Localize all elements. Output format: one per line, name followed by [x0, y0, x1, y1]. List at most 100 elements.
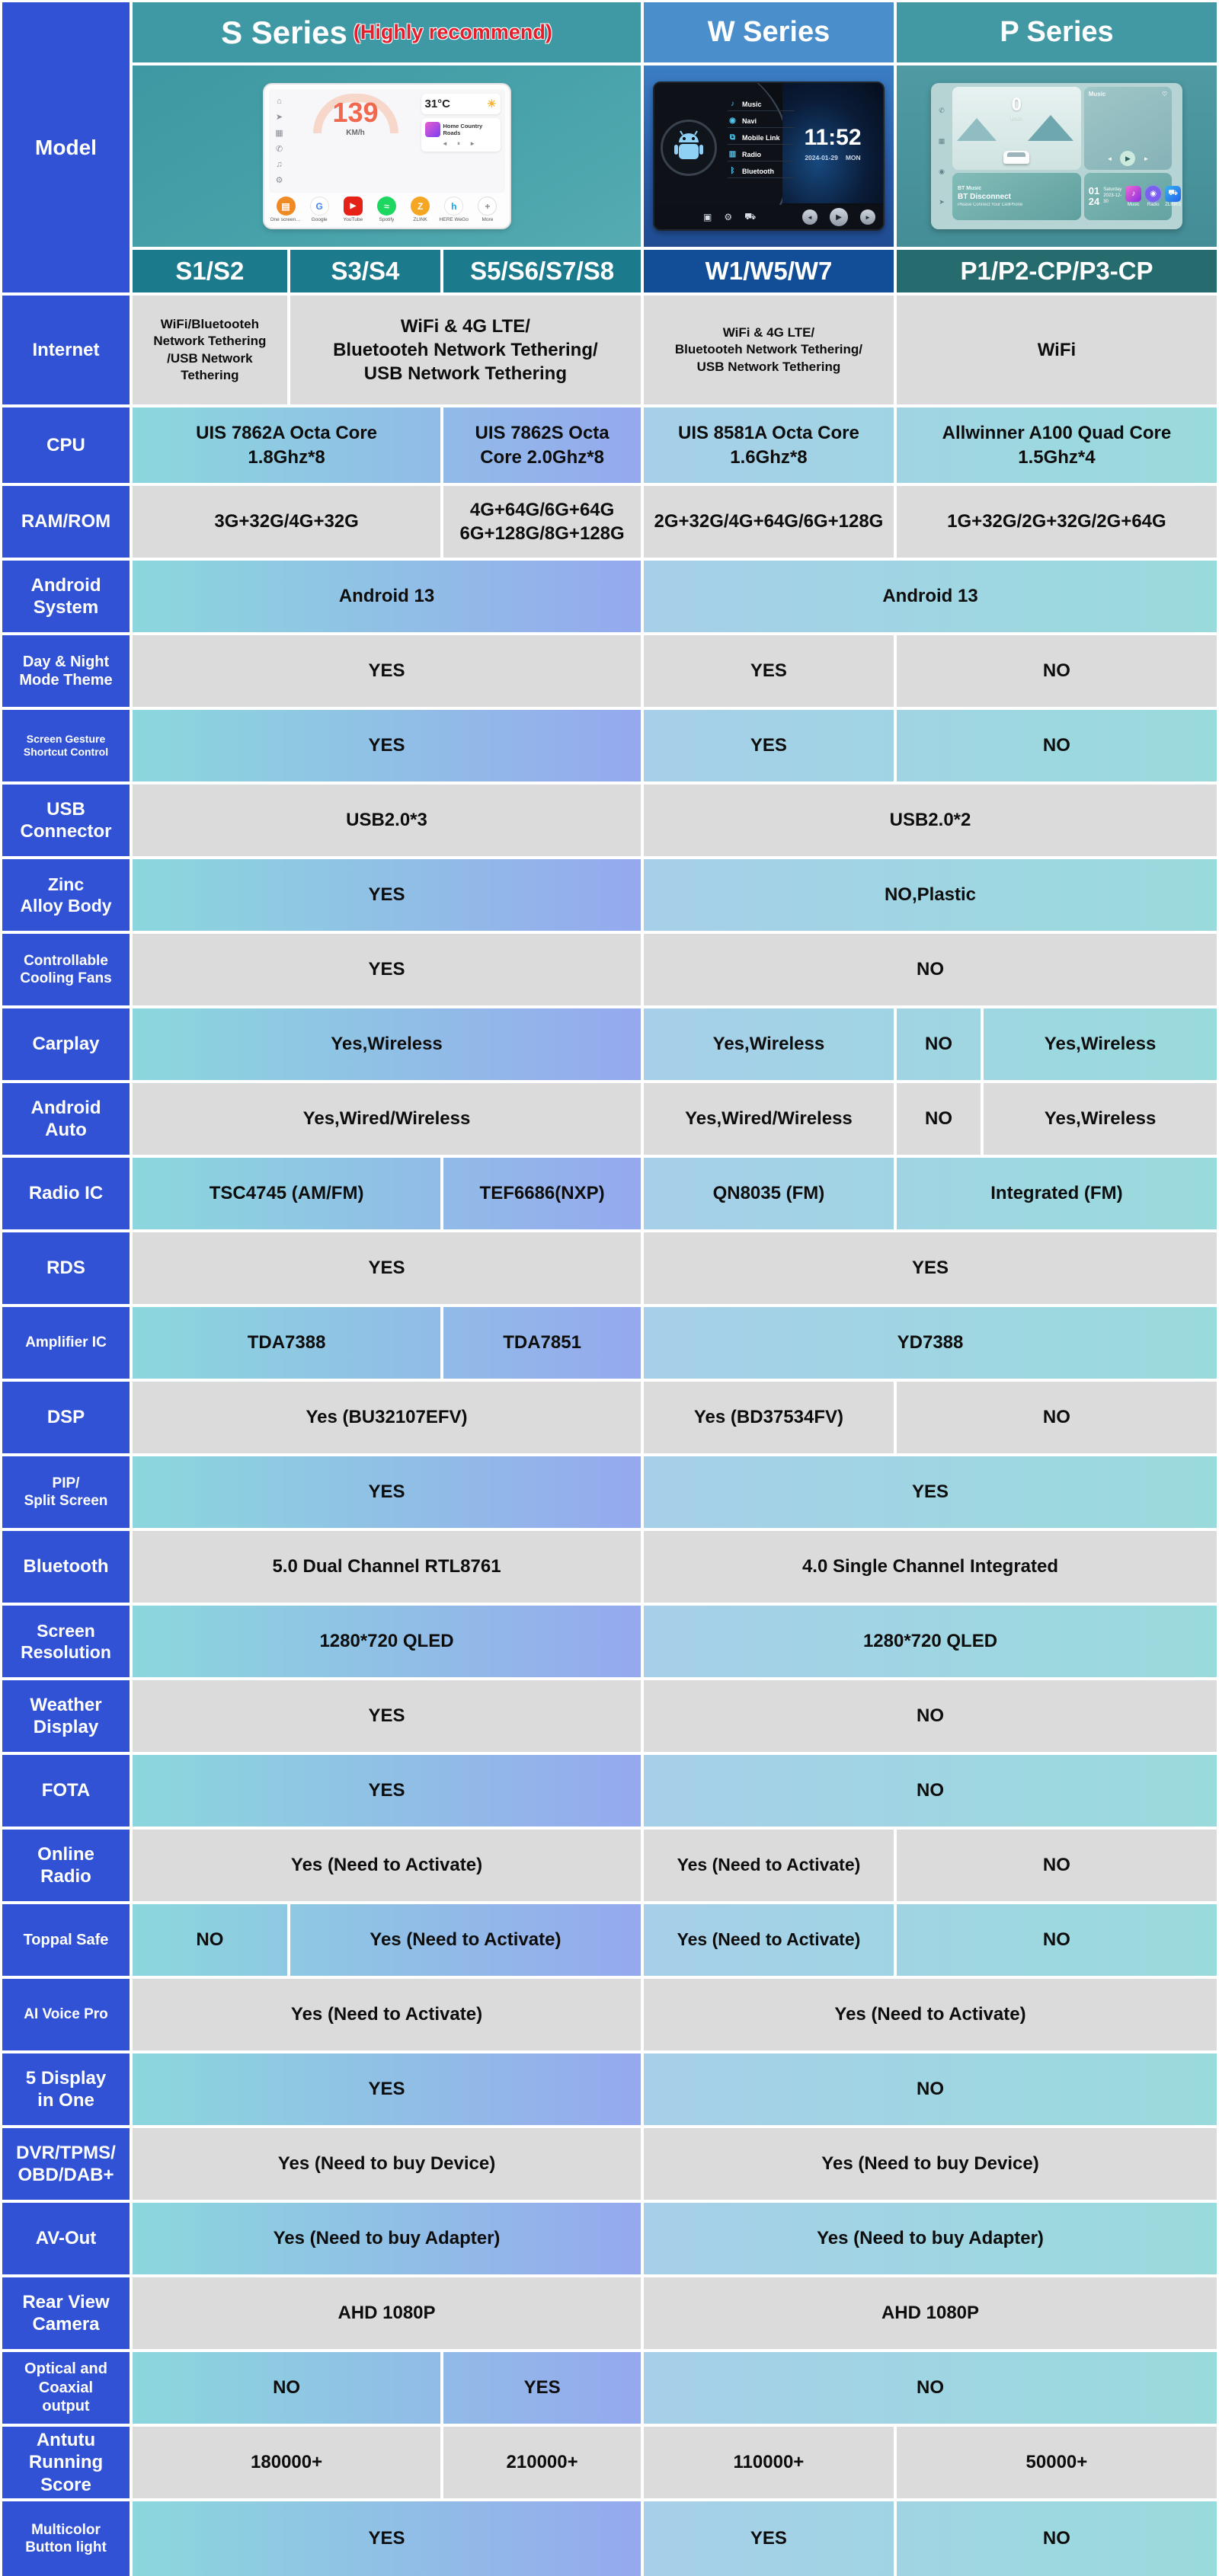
- bt-hint: Please Connect Your CellPhone: [958, 203, 1023, 208]
- s-series-cells: TDA7388 TDA7851: [133, 1307, 644, 1379]
- menu-item-mobile-link: ⧉ Mobile Link: [728, 133, 795, 145]
- bt-card-title: BT Music: [958, 186, 982, 192]
- spec-row-ai-voice-pro: AI Voice Pro Yes (Need to Activate) Yes (N…: [2, 1979, 1217, 2053]
- submodel-cell: W1/W5/W7: [644, 250, 894, 292]
- spec-cell: 180000+: [251, 2452, 323, 2473]
- spec-cell: YES: [750, 2528, 787, 2549]
- spec-cell: 210000+: [440, 2427, 641, 2498]
- s-series-cells: UIS 7862A Octa Core 1.8Ghz*8 UIS 7862S Oc…: [133, 407, 644, 483]
- date-full: 2023-12-30: [1103, 193, 1122, 205]
- s-series-cells: YES: [133, 859, 644, 931]
- speed-unit: km/h: [1010, 116, 1022, 121]
- s-series-device-image: ⌂ ➤ ▦ ✆ ♫ ⚙ 139 KM/h: [264, 85, 510, 228]
- app-tile: ≈ Spotify: [371, 197, 402, 222]
- w-p-series-cells: WiFi & 4G LTE/ Bluetooteh Network Tether…: [644, 296, 1217, 404]
- spec-row-carplay: Carplay Yes,Wireless Yes,Wireless NO Yes,Wir…: [2, 1008, 1217, 1083]
- spec-cell: 50000+: [893, 2427, 1217, 2498]
- spec-cell: Yes (Need to Activate): [290, 1855, 483, 1876]
- p-series-title-bar: P Series: [897, 2, 1217, 66]
- w-series-column: W Series 11:52 2024-01-29 MON: [644, 2, 897, 296]
- s-series-cells: YES: [133, 2501, 644, 2576]
- spec-cell: 4.0 Single Channel Integrated: [801, 1556, 1059, 1577]
- w-p-series-cells: YES NO: [644, 635, 1217, 707]
- spec-cell: YD7388: [897, 1332, 964, 1354]
- w-p-series-cells: YES NO: [644, 2501, 1217, 2576]
- row-label: Weather Display: [2, 1680, 133, 1752]
- spec-cell: Yes (Need to Activate): [290, 2004, 483, 2025]
- spec-row-av-out: AV-Out Yes (Need to buy Adapter) Yes (Need…: [2, 2203, 1217, 2277]
- p-series-submodel-row: P1/P2-CP/P3-CP: [897, 250, 1217, 296]
- spec-cell: UIS 7862A Octa Core 1.8Ghz*8: [196, 423, 378, 468]
- spec-cell: YES: [911, 1481, 949, 1503]
- spec-row-bluetooth: Bluetooth 5.0 Dual Channel RTL8761 4.0 Sin…: [2, 1531, 1217, 1606]
- zlinks-app-icon: ⛟: [1165, 186, 1182, 203]
- spec-cell: YES: [368, 2528, 405, 2549]
- w-p-series-cells: AHD 1080P: [644, 2277, 1217, 2349]
- spec-cell: NO: [917, 1705, 944, 1727]
- row-label: Zinc Alloy Body: [2, 859, 133, 931]
- spec-cell: 2G+32G/4G+64G/6G+128G: [654, 511, 884, 532]
- w-p-series-cells: 4.0 Single Channel Integrated: [644, 1531, 1217, 1603]
- w-p-series-cells: NO,Plastic: [644, 859, 1217, 931]
- row-label: Online Radio: [2, 1830, 133, 1901]
- w-p-series-cells: QN8035 (FM) Integrated (FM): [644, 1158, 1217, 1229]
- spec-row-amplifier-ic: Amplifier IC TDA7388 TDA7851 YD7388: [2, 1307, 1217, 1382]
- spotify-app-icon: ≈: [376, 197, 396, 216]
- spec-row-online-radio: Online Radio Yes (Need to Activate) Yes (N…: [2, 1830, 1217, 1904]
- settings-gear-icon: ⚙: [275, 176, 283, 185]
- nav-arrow-icon: ➤: [275, 113, 283, 122]
- s-series-cells: Android 13: [133, 561, 644, 632]
- clock-date: 2024-01-29: [805, 154, 838, 161]
- device-sidebar: ⌂ ➤ ▦ ✆ ♫ ⚙: [269, 89, 290, 193]
- music-app-icon: ♪: [1125, 186, 1142, 203]
- s-series-cells: 5.0 Dual Channel RTL8761: [133, 1531, 644, 1603]
- speed-dashboard: 139 KM/h: [290, 89, 421, 193]
- s-series-cells: WiFi/Bluetooteh Network Tethering /USB N…: [133, 296, 644, 404]
- row-label: Controllable Cooling Fans: [2, 934, 133, 1005]
- previous-track-icon: ◄: [802, 209, 817, 225]
- menu-item-bluetooth: ᛒ Bluetooth: [728, 167, 795, 178]
- menu-item-navi: ◉ Navi: [728, 117, 795, 128]
- navi-pin-icon: ◉: [729, 117, 736, 125]
- row-label: DVR/TPMS/ OBD/DAB+: [2, 2128, 133, 2200]
- app-tile: ◉ Radio: [1145, 186, 1162, 207]
- one-screen-app-icon: ▤: [276, 197, 296, 216]
- submodel-cell: P1/P2-CP/P3-CP: [897, 250, 1217, 292]
- spec-cell: YES: [368, 884, 405, 906]
- w-p-series-cells: 1280*720 QLED: [644, 1606, 1217, 1677]
- p-series-title: P Series: [1000, 16, 1114, 48]
- spec-cell: Yes (Need to buy Adapter): [817, 2228, 1044, 2249]
- play-button-icon: ▶: [830, 208, 848, 226]
- spec-cell: NO: [917, 1780, 944, 1801]
- spec-cell: 5.0 Dual Channel RTL8761: [272, 1556, 501, 1577]
- table-header: Model S Series (Highly recommend) ⌂ ➤ ▦ …: [2, 2, 1217, 296]
- next-track-icon: ►: [860, 209, 875, 225]
- device-menu: ♪ Music ◉ Navi ⧉ Mobile Link ▥ Radio ᛒ Blueto…: [728, 100, 795, 178]
- date-and-apps-card: 01 24 Saturday 2023-12-30 ♪ Music ◉ Radio …: [1083, 173, 1181, 221]
- spec-cell: NO: [893, 1830, 1217, 1901]
- spec-cell: Yes,Wired/Wireless: [685, 1108, 853, 1130]
- spec-cell: YES: [368, 1780, 405, 1801]
- spec-cell: YES: [368, 959, 405, 980]
- w-p-series-cells: Yes (Need to buy Adapter): [644, 2203, 1217, 2274]
- drive-dashboard: 0 km/h: [952, 87, 1081, 171]
- here-wego-app-icon: h: [444, 197, 464, 216]
- clock-time: 11:52: [804, 125, 862, 150]
- spec-row-radio-ic: Radio IC TSC4745 (AM/FM) TEF6686(NXP) QN803…: [2, 1158, 1217, 1232]
- row-label: FOTA: [2, 1755, 133, 1827]
- w-p-series-cells: YES: [644, 1232, 1217, 1304]
- date-day: 24: [1088, 196, 1100, 208]
- android-robot-icon: [661, 120, 717, 176]
- bluetooth-icon: ᛒ: [730, 167, 735, 175]
- apps-grid-icon: ▦: [938, 136, 945, 145]
- spec-cell: AHD 1080P: [338, 2303, 436, 2324]
- music-icon: ♫: [276, 160, 283, 169]
- menu-item-music: ♪ Music: [728, 100, 795, 111]
- row-label: Toppal Safe: [2, 1904, 133, 1976]
- app-shortcuts: ♪ Music ◉ Radio ⛟ ZLINKS: [1125, 186, 1181, 207]
- model-row-label: Model: [2, 2, 133, 296]
- radio-icon: ▥: [728, 150, 737, 158]
- spec-cell: 1G+32G/2G+32G/2G+64G: [893, 486, 1217, 558]
- w-series-model-image-cell: 11:52 2024-01-29 MON: [644, 66, 894, 250]
- device-bottom-bar: ▣ ⚙ ⛟ ◄ ▶ ►: [654, 205, 883, 229]
